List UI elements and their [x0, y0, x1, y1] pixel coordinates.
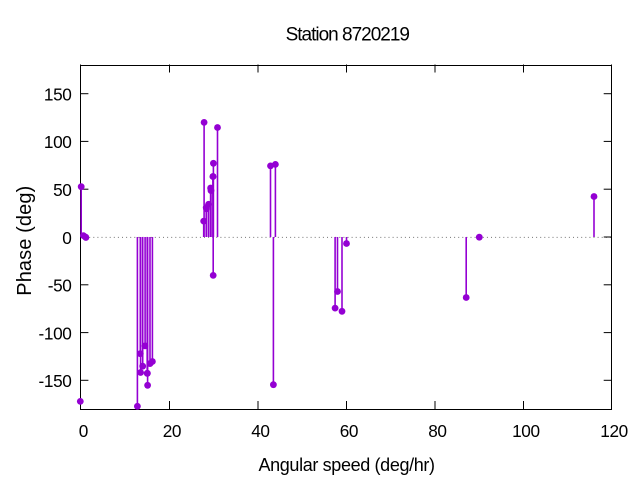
svg-text:20: 20	[163, 421, 181, 441]
svg-text:0: 0	[79, 421, 88, 441]
svg-text:100: 100	[512, 421, 540, 441]
svg-text:Phase (deg): Phase (deg)	[14, 186, 36, 296]
svg-text:80: 80	[428, 421, 446, 441]
svg-text:Angular speed (deg/hr): Angular speed (deg/hr)	[258, 455, 434, 475]
svg-text:40: 40	[251, 421, 269, 441]
svg-text:-50: -50	[48, 276, 72, 296]
svg-text:-100: -100	[38, 323, 71, 343]
svg-text:Station 8720219: Station 8720219	[286, 25, 410, 46]
svg-text:100: 100	[44, 132, 72, 152]
svg-text:120: 120	[600, 421, 628, 441]
svg-text:60: 60	[340, 421, 358, 441]
svg-text:0: 0	[62, 228, 71, 248]
svg-text:50: 50	[53, 180, 71, 200]
svg-text:150: 150	[44, 85, 72, 105]
svg-text:-150: -150	[38, 371, 71, 391]
